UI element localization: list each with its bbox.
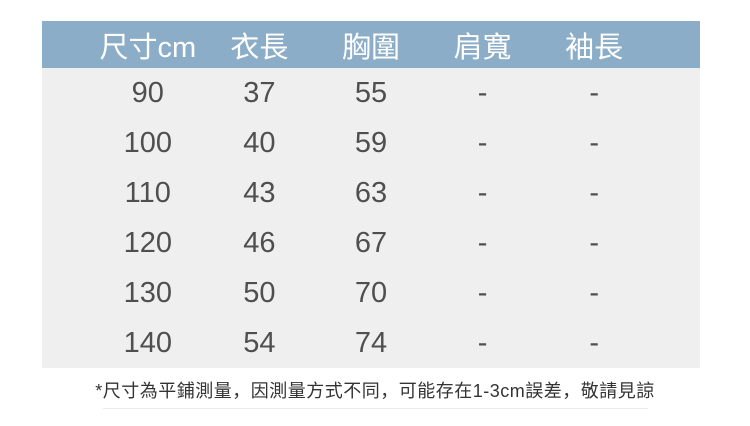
header-cell-3: 肩寬 — [453, 31, 512, 64]
header-cell-2: 胸圍 — [341, 31, 400, 64]
table-cell: 140 — [123, 326, 172, 359]
table-row: 100 40 59 - - — [92, 118, 650, 168]
table-cell: 46 — [243, 226, 276, 259]
table-cell: - — [477, 176, 488, 209]
table-row: 140 54 74 - - — [92, 318, 650, 368]
table-cell: 120 — [123, 226, 172, 259]
table-cell: 54 — [243, 326, 276, 359]
table-cell: - — [477, 276, 488, 309]
table-cell: - — [477, 76, 488, 109]
table-cell: 74 — [354, 326, 388, 359]
table-cell: - — [589, 126, 600, 159]
header-cell-0: 尺寸cm — [99, 31, 197, 64]
table-cell: 70 — [354, 276, 388, 309]
table-row: 130 50 70 - - — [92, 268, 650, 318]
table-cell: - — [589, 276, 600, 309]
measurement-disclaimer: *尺寸為平鋪測量，因測量方式不同，可能存在1-3cm誤差，敬請見諒 — [0, 377, 750, 409]
table-cell: 43 — [243, 176, 276, 209]
table-cell: - — [589, 226, 600, 259]
size-table-body: 90 37 55 - - 100 40 59 - - 110 43 63 - - 120 46 67 - - 130 50… — [42, 68, 700, 368]
table-cell: - — [477, 326, 488, 359]
table-cell: 50 — [243, 276, 276, 309]
table-cell: 59 — [354, 126, 388, 159]
table-cell: 63 — [354, 176, 388, 209]
size-table: 尺寸cm 衣長 胸圍 肩寬 袖長 90 37 55- -100 40 59- -110 43 63- -1… — [42, 21, 700, 368]
table-cell: 67 — [354, 226, 388, 259]
table-cell: - — [477, 226, 488, 259]
size-table-header-row: 尺寸cm 衣長 胸圍 肩寬 袖長 — [42, 21, 700, 68]
table-cell: 110 — [124, 176, 171, 209]
table-cell: - — [589, 76, 600, 109]
table-cell: - — [589, 176, 600, 209]
table-cell: 130 — [123, 276, 172, 309]
table-cell: 90 — [131, 76, 164, 109]
header-cell-4: 袖長 — [565, 31, 624, 64]
table-cell: 100 — [123, 126, 172, 159]
table-cell: 40 — [243, 126, 276, 159]
table-cell: 37 — [243, 76, 276, 109]
table-row: 90 37 55 - - — [92, 68, 650, 118]
table-cell: 55 — [354, 76, 388, 109]
table-row: 120 46 67 - - — [92, 218, 650, 268]
table-cell: - — [477, 126, 488, 159]
header-cell-1: 衣長 — [230, 31, 289, 64]
table-cell: - — [589, 326, 600, 359]
table-row: 110 43 63 - - — [92, 168, 650, 218]
